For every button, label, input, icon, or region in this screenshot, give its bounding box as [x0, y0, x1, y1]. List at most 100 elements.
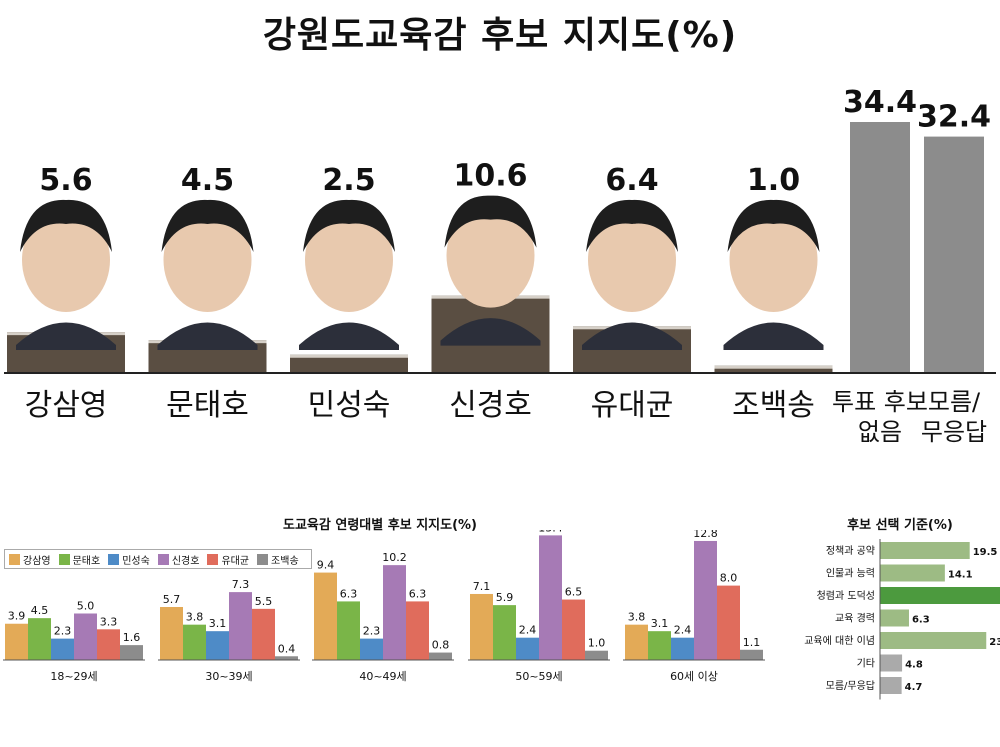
- criteria-value-label: 6.3: [912, 615, 930, 626]
- age-support-chart: 3.9 4.5 2.3 5.0 3.3 1.6 18~29세 5.7 3.8 3.1 7.3 5.5 0…: [3, 530, 765, 683]
- age-bar: [120, 645, 143, 660]
- age-value-label: 9.4: [317, 559, 335, 572]
- age-value-label: 8.0: [720, 572, 738, 585]
- main-chart-title: 강원도교육감 후보 지지도(%): [262, 15, 738, 56]
- age-value-label: 10.2: [382, 551, 407, 564]
- value-label-4: 10.6: [453, 159, 527, 194]
- age-value-label: 5.9: [496, 591, 514, 604]
- face-shape: [305, 208, 393, 312]
- age-value-label: 12.8: [693, 530, 718, 540]
- age-value-label: 4.5: [31, 604, 49, 617]
- age-bar: [183, 624, 206, 660]
- criteria-category-label: 교육에 대한 이념: [804, 635, 875, 647]
- legend-item-1: 강삼영: [9, 552, 51, 567]
- age-value-label: 5.7: [163, 593, 181, 606]
- legend-label: 조백송: [271, 555, 299, 567]
- age-bar: [74, 613, 97, 660]
- legend-item-5: 유대균: [207, 552, 249, 567]
- legend-label: 강삼영: [23, 555, 51, 567]
- age-bar: [406, 601, 429, 660]
- suit-shape: [723, 322, 824, 350]
- age-bar: [314, 572, 337, 660]
- age-bar: [694, 540, 717, 660]
- age-bar: [470, 593, 493, 660]
- age-bar: [97, 629, 120, 660]
- value-label-6: 1.0: [747, 163, 800, 198]
- face-shape: [163, 208, 252, 312]
- category-label-6: 조백송: [732, 388, 815, 423]
- bar-top-edge-3: [290, 354, 408, 358]
- legend-item-2: 문태호: [58, 552, 100, 567]
- category-label-7: 투표 후보 없음: [832, 388, 928, 446]
- age-category-label: 60세 이상: [670, 670, 718, 683]
- main-support-chart: 5.6 강삼영 4.5 문태호 2.5 민성숙 10.6 신경호 6.4 유대균 1.0 조백송 34.…: [4, 85, 996, 446]
- hair-shape: [303, 199, 395, 252]
- category-label-3: 민성숙: [308, 388, 391, 423]
- legend-item-3: 민성숙: [108, 552, 150, 567]
- value-label-7: 34.4: [843, 85, 917, 120]
- bar-3: [290, 354, 408, 373]
- candidate-photo-3: [299, 199, 399, 350]
- criteria-category-label: 기타: [857, 658, 875, 670]
- criteria-category-label: 모름/무응답: [826, 680, 875, 692]
- legend-label: 유대균: [221, 555, 250, 567]
- age-category-label: 18~29세: [50, 670, 97, 683]
- bar-8: [924, 136, 984, 373]
- age-value-label: 6.3: [409, 587, 427, 600]
- legend-swatch: [257, 553, 269, 565]
- age-category-label: 40~49세: [359, 670, 406, 683]
- age-value-label: 3.9: [8, 610, 26, 623]
- legend-swatch: [108, 553, 120, 565]
- age-value-label: 3.8: [186, 611, 204, 624]
- criteria-category-label: 정책과 공약: [826, 545, 875, 557]
- suit-shape: [582, 322, 682, 350]
- criteria-value-label: 4.8: [905, 660, 923, 671]
- age-bar: [360, 638, 383, 660]
- criteria-value-label: 4.7: [905, 682, 923, 693]
- age-value-label: 3.1: [209, 617, 227, 630]
- value-label-1: 5.6: [39, 163, 92, 198]
- bar-top-edge-6: [714, 365, 833, 369]
- legend-label: 민성숙: [122, 555, 150, 567]
- candidate-photo-4: [440, 195, 541, 346]
- criteria-bar: [880, 677, 902, 694]
- criteria-bar: [880, 654, 903, 672]
- bar-7: [850, 122, 910, 373]
- age-bar: [562, 599, 585, 660]
- age-bar: [206, 631, 229, 660]
- age-value-label: 1.0: [588, 637, 606, 650]
- category-label-4: 신경호: [449, 388, 532, 423]
- legend-swatch: [58, 553, 70, 565]
- category-label-2: 문태호: [166, 388, 249, 423]
- hair-shape: [444, 195, 537, 248]
- age-value-label: 0.8: [432, 639, 450, 652]
- criteria-value-label: 14.1: [948, 570, 973, 581]
- age-category-label: 30~39세: [205, 670, 252, 683]
- age-value-label: 1.1: [743, 636, 761, 649]
- value-label-2: 4.5: [181, 163, 234, 198]
- age-bar: [383, 565, 406, 660]
- age-value-label: 13.4: [538, 530, 563, 534]
- legend-item-4: 신경호: [157, 552, 199, 567]
- age-bar: [5, 623, 28, 660]
- candidate-photo-2: [157, 199, 258, 350]
- suit-shape: [299, 322, 399, 350]
- age-value-label: 2.4: [519, 624, 537, 637]
- age-value-label: 0.4: [278, 642, 296, 655]
- age-value-label: 1.6: [123, 631, 141, 644]
- criteria-chart-title: 후보 선택 기준(%): [847, 518, 953, 533]
- category-label-5: 유대균: [591, 388, 674, 423]
- age-value-label: 2.4: [674, 624, 692, 637]
- criteria-category-label: 인물과 능력: [826, 568, 875, 580]
- criteria-category-label: 교육 경력: [835, 612, 875, 625]
- candidate-photo-5: [582, 199, 682, 350]
- suit-shape: [16, 322, 116, 350]
- age-value-label: 7.1: [473, 580, 491, 593]
- bar-6: [714, 365, 833, 373]
- age-value-label: 5.5: [255, 595, 273, 608]
- age-bar: [625, 624, 648, 660]
- hair-shape: [161, 199, 254, 252]
- legend-swatch: [9, 553, 20, 565]
- candidate-photo-1: [16, 199, 116, 350]
- age-bar: [740, 649, 763, 660]
